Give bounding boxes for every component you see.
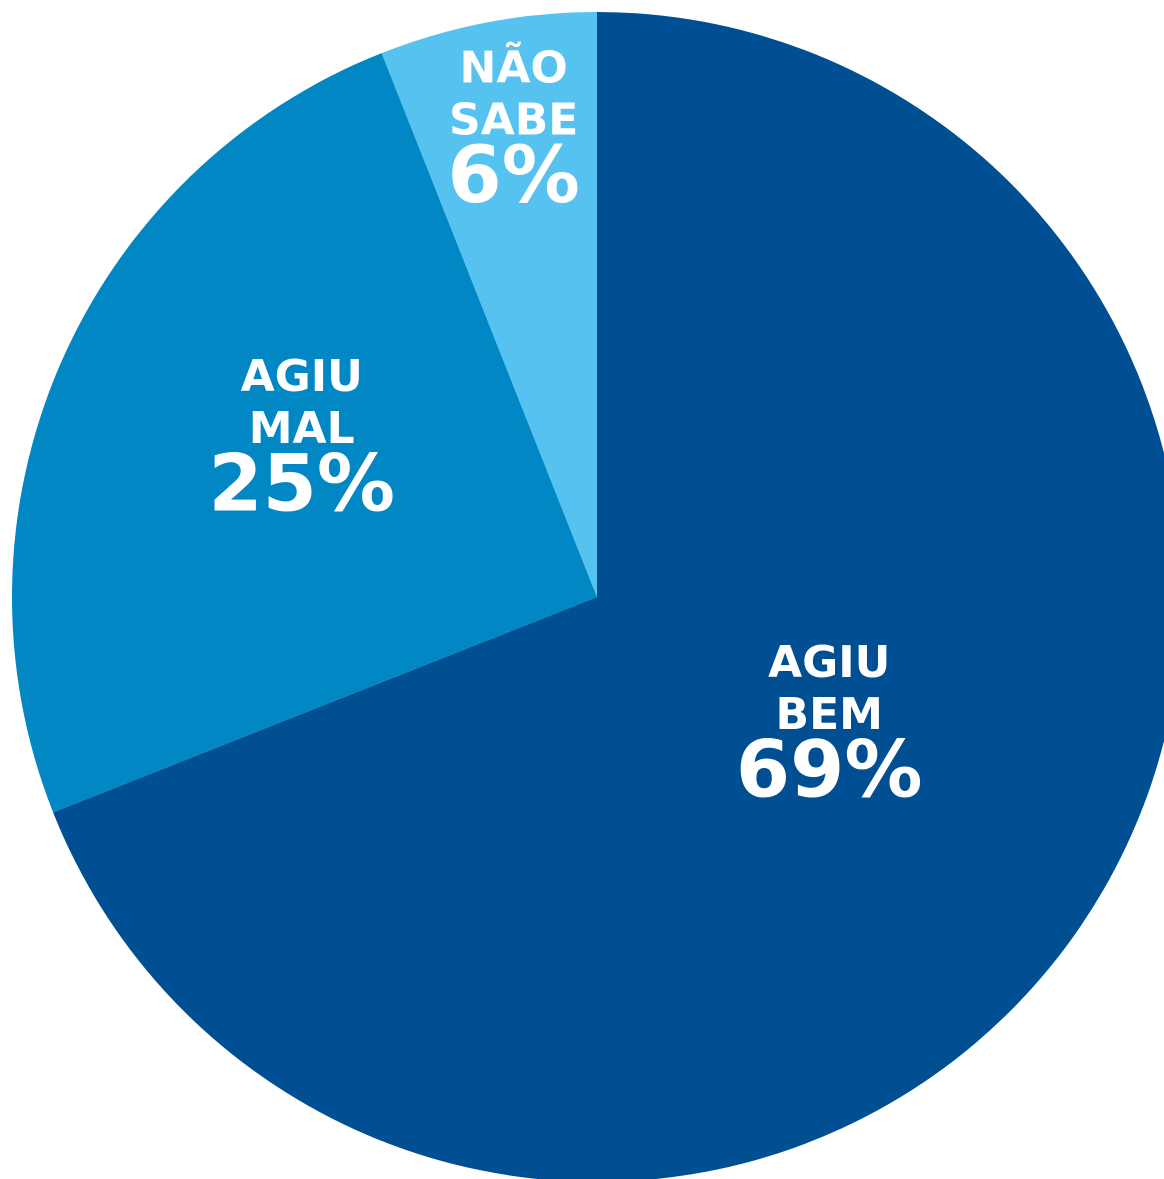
pie-slice	[12, 53, 598, 813]
slice-label: AGIU BEM	[768, 637, 890, 740]
slice-value-label: 25%	[208, 440, 395, 530]
slice-label-line: MAL	[249, 403, 355, 454]
pie-slice	[381, 12, 597, 597]
slice-label: NÃO SABE	[449, 40, 578, 145]
pie-slice	[53, 12, 1164, 1179]
slice-label-line: BEM	[776, 689, 883, 740]
slice-value-label: 69%	[736, 725, 923, 815]
slice-label-line: AGIU	[768, 637, 890, 688]
slice-value-label: 6%	[447, 131, 579, 221]
slice-label: AGIU MAL	[241, 351, 363, 454]
slice-label-line: SABE	[449, 94, 578, 145]
slice-label-line: NÃO	[460, 40, 568, 93]
slice-label-line: AGIU	[241, 351, 363, 402]
